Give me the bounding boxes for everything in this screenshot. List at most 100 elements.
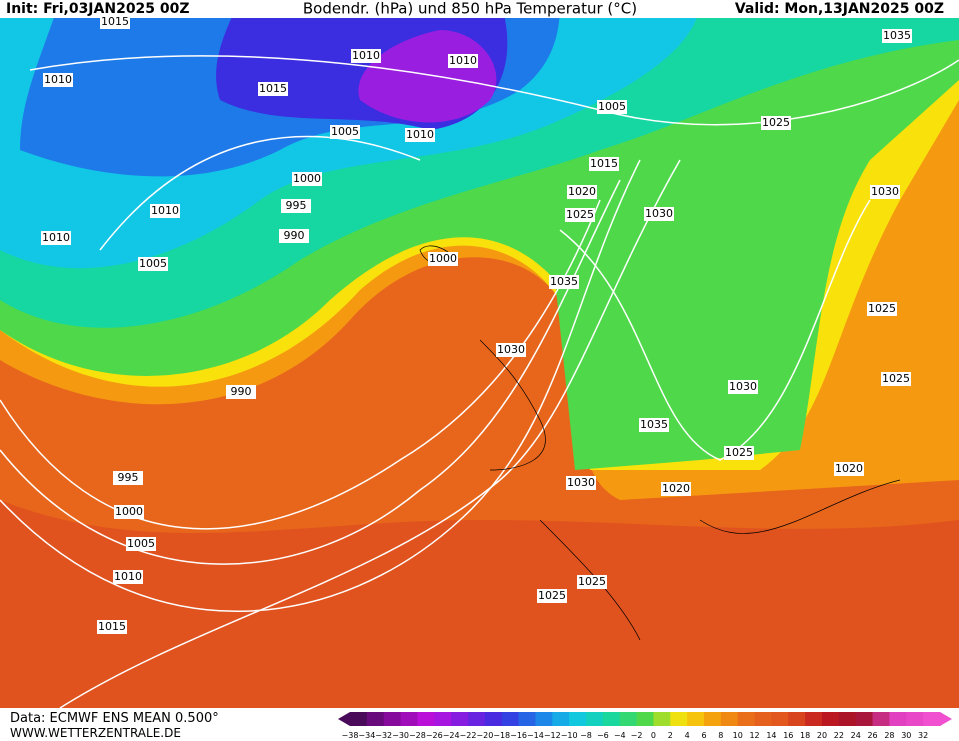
colorbar-cell [501, 712, 520, 726]
colorbar-cell [855, 712, 874, 726]
colorbar-cell [670, 712, 688, 726]
isobar-label-bg [138, 257, 168, 271]
colorbar-cell [484, 712, 503, 726]
colorbar-cell [451, 712, 469, 726]
isobar-label-bg [834, 462, 864, 476]
map-title: Bodendr. (hPa) und 850 hPa Temperatur (°… [303, 0, 637, 18]
isobar-label: 1010 [42, 231, 70, 244]
isobar-label-bg [566, 476, 596, 490]
colorbar-cell [434, 712, 452, 726]
colorbar-label: −38 [342, 731, 359, 740]
colorbar-label: 8 [718, 731, 723, 740]
colorbar-cell [569, 712, 587, 726]
isobar-label: 1020 [568, 185, 596, 198]
colorbar-cell [586, 712, 604, 726]
isobar-label-bg [567, 185, 597, 199]
isobar-label-bg [97, 620, 127, 634]
isobar-label: 995 [286, 199, 307, 212]
isobar-label: 1035 [883, 29, 911, 42]
colorbar-label: −34 [358, 731, 375, 740]
colorbar-cell [653, 712, 671, 726]
isobar-label-bg [428, 252, 458, 266]
site-url: WWW.WETTERZENTRALE.DE [10, 726, 181, 740]
temperature-field [0, 0, 959, 708]
colorbar-label: 2 [668, 731, 673, 740]
isobar-label: 1030 [871, 185, 899, 198]
isobar-label-bg [761, 116, 791, 130]
colorbar-cell [417, 712, 435, 726]
colorbar-label: −26 [426, 731, 443, 740]
colorbar-cell [754, 712, 772, 726]
colorbar-cell [906, 712, 924, 726]
isobar-label: 1005 [331, 125, 359, 138]
colorbar-label: 4 [685, 731, 690, 740]
colorbar-cell [636, 712, 654, 726]
isobar-label: 1010 [114, 570, 142, 583]
isobar-label: 990 [231, 385, 252, 398]
isobar-label: 1010 [449, 54, 477, 67]
colorbar-label: −10 [561, 731, 578, 740]
colorbar-label: −32 [375, 731, 392, 740]
isobar-label-bg [639, 418, 669, 432]
colorbar-cell [704, 712, 722, 726]
data-source: Data: ECMWF ENS MEAN 0.500° [10, 711, 219, 726]
isobar-label: 995 [118, 471, 139, 484]
isobar-label-bg [882, 29, 912, 43]
colorbar-label: −20 [476, 731, 493, 740]
isobar-label: 1025 [882, 372, 910, 385]
isobar-label-bg [577, 575, 607, 589]
isobar-label: 1005 [127, 537, 155, 550]
isobar-label-bg [881, 372, 911, 386]
isobar-label: 1015 [98, 620, 126, 633]
valid-time: Valid: Mon,13JAN2025 00Z [735, 1, 944, 17]
isobar-label: 1025 [725, 446, 753, 459]
isobar-label: 1000 [429, 252, 457, 265]
isobar-label: 1010 [406, 128, 434, 141]
colorbar-label: −12 [544, 731, 561, 740]
isobar-label: 1025 [538, 589, 566, 602]
colorbar-cell [872, 712, 890, 726]
isobar-label-bg [565, 208, 595, 222]
colorbar-cell [518, 712, 536, 726]
colorbar-label: −6 [597, 731, 609, 740]
isobar-label-bg [867, 302, 897, 316]
colorbar-label: 10 [733, 731, 743, 740]
colorbar-label: 12 [749, 731, 759, 740]
isobar-label-bg [281, 199, 311, 213]
isobar-label-bg [537, 589, 567, 603]
colorbar-cell [366, 712, 385, 726]
colorbar-cell [383, 712, 402, 726]
colorbar-cell [737, 712, 756, 726]
isobar-label: 1005 [598, 100, 626, 113]
colorbar-label: 22 [834, 731, 844, 740]
isobars [0, 55, 959, 708]
isobar-label: 1020 [662, 482, 690, 495]
isobar-label-bg [351, 49, 381, 63]
isobar-label: 1000 [115, 505, 143, 518]
isobar-label: 1000 [293, 172, 321, 185]
isobar-label-bg [126, 537, 156, 551]
colorbar-label: 26 [867, 731, 877, 740]
isobar-label: 1025 [578, 575, 606, 588]
isobar-label-bg [100, 15, 130, 29]
colorbar-label: 30 [901, 731, 911, 740]
colorbar-cell [805, 712, 823, 726]
colorbar-cell [535, 712, 553, 726]
isobar-label-bg [113, 570, 143, 584]
isobar-label-bg [279, 229, 309, 243]
colorbar-cell [468, 712, 486, 726]
isobar-label: 1015 [259, 82, 287, 95]
isobar-label-bg [597, 100, 627, 114]
isobar-label: 1015 [590, 157, 618, 170]
colorbar-cell [771, 712, 789, 726]
isobar-label-bg [114, 505, 144, 519]
isobar-label: 1010 [352, 49, 380, 62]
isobar-label-bg [728, 380, 758, 394]
isobar-label: 1035 [640, 418, 668, 431]
isobar-labels: 1015 1010 1015 1010 1010 1005 1010 1005 1025 1035… [41, 15, 912, 634]
isobar-label: 1035 [550, 275, 578, 288]
colorbar-label: 32 [918, 731, 928, 740]
colorbar: −38 −34 −32 −30 −28 −26 −24 −22 −20 −18 −16 −14 −12−… [338, 712, 952, 740]
isobar-label: 1010 [151, 204, 179, 217]
isobar-label-bg [589, 157, 619, 171]
